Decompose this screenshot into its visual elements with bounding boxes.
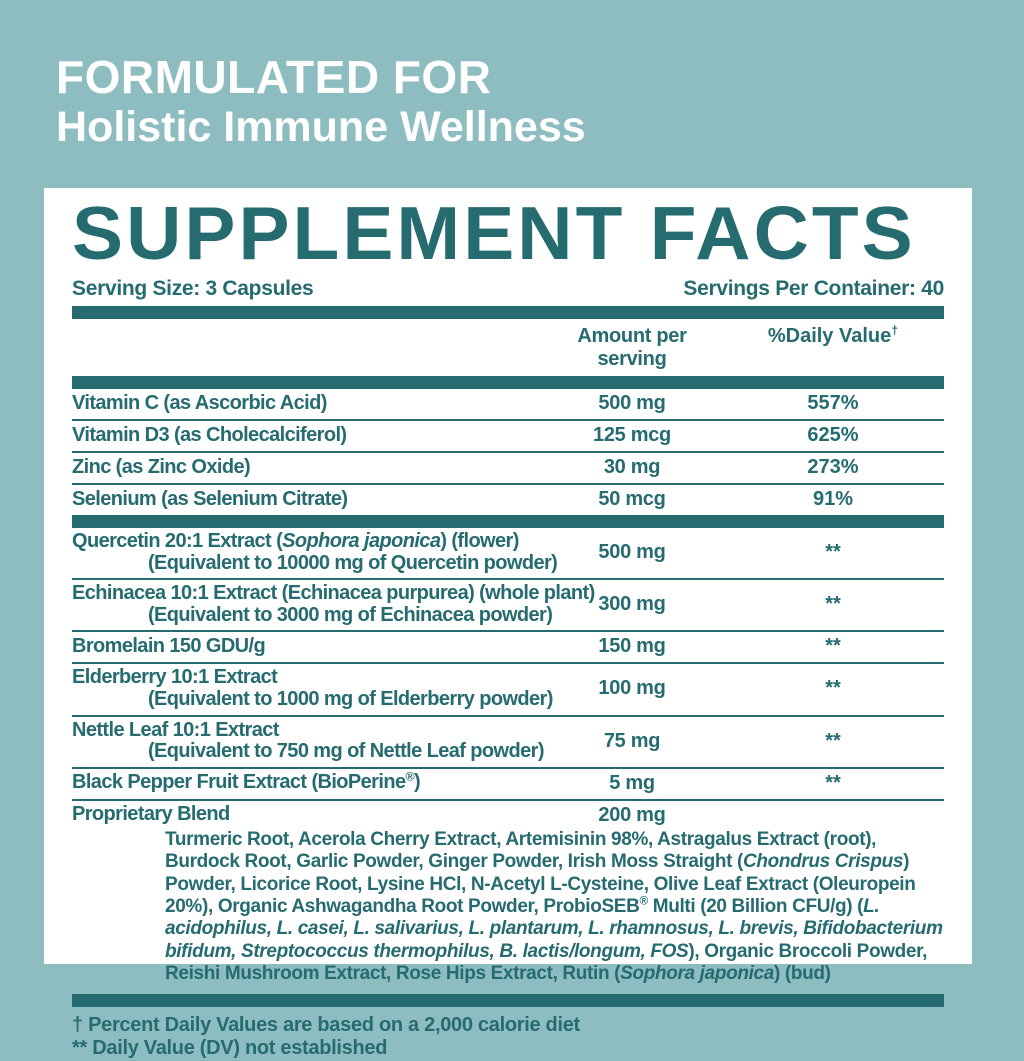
servings-per-container: Servings Per Container: 40 — [683, 277, 944, 300]
equivalent-line: (Equivalent to 3000 mg of Echinacea powd… — [148, 603, 553, 626]
nutrient-name: Black Pepper Fruit Extract (BioPerine®) — [72, 769, 421, 794]
footnote-dv-not-established: ** Daily Value (DV) not established — [72, 1037, 388, 1060]
nutrient-name: Bromelain 150 GDU/g — [72, 635, 266, 658]
daily-value-cell: 625% — [807, 424, 859, 446]
page-header: FORMULATED FOR Holistic Immune Wellness — [56, 52, 586, 152]
nutrient-row: Nettle Leaf 10:1 Extract (Equivalent to 7… — [72, 717, 944, 769]
header-line2: Holistic Immune Wellness — [56, 102, 586, 151]
nutrient-row: Proprietary Blend 200 mg Turmeric Root, Ac… — [72, 801, 944, 994]
supplement-label: { "header": { "line1": "FORMULATED FOR",… — [44, 51, 972, 1060]
nutrient-row: Vitamin C (as Ascorbic Acid) 500 mg 557% — [72, 389, 944, 421]
nutrient-name: Quercetin 20:1 Extract (Sophora japonica… — [72, 530, 558, 574]
nutrient-name: Zinc (as Zinc Oxide) — [72, 455, 251, 478]
daily-value-cell: ** — [825, 541, 841, 564]
nutrient-name: Vitamin C (as Ascorbic Acid) — [72, 391, 327, 414]
daily-value-cell: 91% — [812, 488, 854, 510]
amount-cell: 5 mg — [609, 771, 655, 794]
daily-value-cell: ** — [825, 729, 841, 752]
amount-cell: 500 mg — [598, 541, 666, 564]
equivalent-line: (Equivalent to 1000 mg of Elderberry pow… — [148, 687, 553, 710]
amount-cell: 75 mg — [603, 729, 661, 752]
equivalent-line: (Equivalent to 10000 mg of Quercetin pow… — [148, 551, 558, 574]
serving-size: Serving Size: 3 Capsules — [72, 277, 314, 300]
daily-value-cell: ** — [825, 635, 841, 658]
column-header-amount: Amount per serving — [577, 325, 687, 370]
footnotes: † Percent Daily Values are based on a 2,… — [72, 1014, 944, 1061]
nutrient-row: Echinacea 10:1 Extract (Echinacea purpur… — [72, 580, 944, 633]
amount-cell: 200 mg — [598, 803, 666, 826]
daily-value-cell: ** — [825, 771, 841, 794]
daily-value-cell: 557% — [807, 392, 859, 414]
nutrient-name: Vitamin D3 (as Cholecalciferol) — [72, 423, 347, 446]
amount-cell: 500 mg — [598, 392, 666, 414]
nutrient-row: Bromelain 150 GDU/g 150 mg ** — [72, 632, 944, 665]
nutrient-name: Selenium (as Selenium Citrate) — [72, 487, 348, 510]
amount-cell: 125 mcg — [593, 424, 671, 446]
nutrient-row: Vitamin D3 (as Cholecalciferol) 125 mcg 62… — [72, 421, 944, 453]
divider-bar — [72, 306, 944, 319]
nutrient-name: Proprietary Blend — [72, 803, 230, 826]
serving-info: Serving Size: 3 Capsules Servings Per Co… — [72, 277, 944, 301]
nutrient-name: Elderberry 10:1 Extract (Equivalent to 10… — [72, 666, 553, 710]
amount-cell: 300 mg — [598, 593, 666, 616]
facts-table: Vitamin C (as Ascorbic Acid) 500 mg 557% Vi… — [72, 389, 944, 1007]
header-line1: FORMULATED FOR — [56, 51, 492, 103]
equivalent-line: (Equivalent to 750 mg of Nettle Leaf pow… — [148, 740, 544, 763]
nutrient-row: Quercetin 20:1 Extract (Sophora japonica… — [72, 528, 944, 581]
amount-cell: 50 mcg — [598, 488, 666, 510]
nutrient-row: Zinc (as Zinc Oxide) 30 mg 273% — [72, 453, 944, 485]
daily-value-cell: 273% — [807, 456, 859, 478]
nutrient-name: Nettle Leaf 10:1 Extract (Equivalent to 7… — [72, 718, 544, 763]
dagger-symbol: † — [891, 323, 899, 338]
nutrient-row: Elderberry 10:1 Extract (Equivalent to 10… — [72, 664, 944, 717]
nutrient-row: Selenium (as Selenium Citrate) 50 mcg 91% — [72, 485, 944, 515]
divider-bar — [72, 993, 944, 1007]
blend-description: Turmeric Root, Acerola Cherry Extract, A… — [165, 828, 943, 985]
footnote-daily-value: † Percent Daily Values are based on a 2,… — [72, 1013, 580, 1036]
daily-value-cell: ** — [825, 677, 841, 700]
supplement-facts-panel: SUPPLEMENT FACTS Serving Size: 3 Capsule… — [44, 188, 972, 1059]
panel-title: SUPPLEMENT FACTS — [72, 191, 916, 275]
divider-bar — [72, 376, 944, 389]
column-header-row: Amount per serving %Daily Value† — [72, 319, 944, 376]
amount-cell: 150 mg — [598, 635, 666, 658]
divider-bar — [72, 515, 944, 528]
nutrient-name: Echinacea 10:1 Extract (Echinacea purpur… — [72, 582, 595, 626]
amount-cell: 30 mg — [603, 456, 661, 478]
daily-value-cell: ** — [825, 593, 841, 616]
amount-cell: 100 mg — [598, 677, 666, 700]
column-header-spacer — [72, 325, 542, 371]
column-header-daily-value: %Daily Value† — [767, 323, 899, 347]
nutrient-row: Black Pepper Fruit Extract (BioPerine®) 5… — [72, 769, 944, 801]
